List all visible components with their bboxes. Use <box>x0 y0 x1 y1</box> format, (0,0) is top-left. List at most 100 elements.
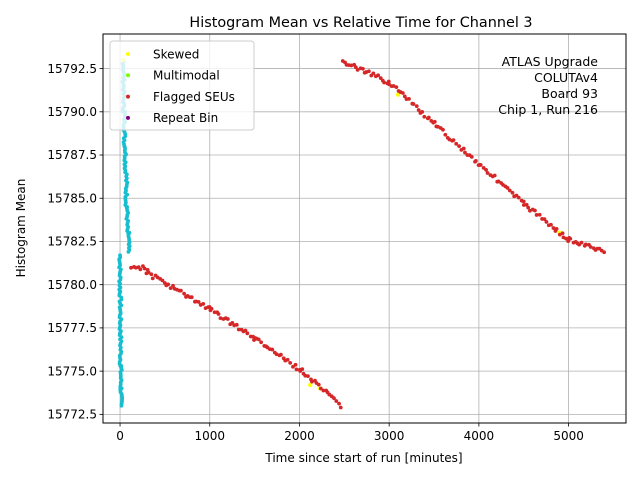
data-point <box>160 278 165 283</box>
data-point <box>579 240 584 245</box>
data-point <box>524 202 529 207</box>
data-point <box>560 231 565 236</box>
data-point <box>602 250 607 255</box>
y-tick-label: 15777.5 <box>47 321 97 335</box>
axes-frame <box>102 33 627 424</box>
data-point <box>441 127 445 132</box>
data-point <box>386 79 391 84</box>
data-point <box>270 347 275 352</box>
data-point <box>288 360 293 365</box>
data-point <box>189 295 194 300</box>
data-point <box>182 291 187 296</box>
data-point <box>378 76 383 81</box>
series-flagged-seus <box>129 59 607 410</box>
data-point <box>394 85 399 90</box>
data-point <box>168 286 173 291</box>
data-point <box>337 401 341 406</box>
y-tick-label: 15775.0 <box>47 364 97 378</box>
plot-area: 0 1000 2000 3000 4000 5000 15772.5 15775.0 15777… <box>47 34 626 443</box>
y-tick-label: 15772.5 <box>47 408 97 422</box>
data-point <box>216 312 221 316</box>
data-point <box>349 63 354 68</box>
data-point <box>510 190 515 195</box>
data-point <box>507 188 512 193</box>
data-point <box>316 382 321 387</box>
data-point <box>285 357 290 362</box>
data-point <box>300 367 305 372</box>
data-point <box>119 403 124 408</box>
data-point <box>534 213 539 217</box>
data-point <box>516 195 521 200</box>
data-point <box>332 396 336 401</box>
x-tick-label: 1000 <box>194 429 225 443</box>
data-point <box>537 212 542 217</box>
annotation-line: ATLAS Upgrade <box>502 54 599 69</box>
x-tick-label: 3000 <box>374 429 405 443</box>
data-point <box>533 208 537 213</box>
data-point <box>236 327 241 332</box>
legend-marker <box>126 52 130 56</box>
data-point <box>461 146 466 151</box>
data-point <box>259 340 264 345</box>
y-tick-label: 15780.0 <box>47 278 97 292</box>
data-point <box>138 267 143 272</box>
data-point <box>420 109 425 114</box>
data-point <box>245 331 250 336</box>
annotation-line: Chip 1, Run 216 <box>498 102 598 117</box>
annotation-block: ATLAS Upgrade COLUTAv4 Board 93 Chip 1, … <box>498 54 598 117</box>
data-point <box>321 388 326 393</box>
data-point <box>454 141 459 146</box>
x-tick-label: 2000 <box>284 429 315 443</box>
data-point <box>274 352 279 357</box>
legend-marker <box>126 94 130 99</box>
data-point <box>310 379 314 384</box>
data-point <box>478 163 483 167</box>
x-axis-label: Time since start of run [minutes] <box>264 451 462 465</box>
data-point <box>334 399 339 403</box>
data-point <box>443 132 448 137</box>
data-point <box>142 266 147 271</box>
data-point <box>457 144 461 149</box>
legend-label: Repeat Bin <box>153 111 218 125</box>
data-point <box>414 104 419 109</box>
data-point <box>129 265 133 270</box>
legend: Skewed Multimodal Flagged SEUs Repeat Bin <box>109 40 255 131</box>
data-point <box>355 67 360 72</box>
data-point <box>484 168 488 172</box>
data-point <box>382 80 387 85</box>
data-point <box>294 367 299 372</box>
data-point <box>178 288 183 293</box>
annotation-line: Board 93 <box>541 86 598 101</box>
data-point <box>583 242 588 247</box>
data-point <box>492 173 497 178</box>
data-point <box>150 276 155 281</box>
y-tick-label: 15790.0 <box>47 105 97 119</box>
data-point <box>422 114 427 119</box>
data-point <box>402 94 407 99</box>
data-point <box>463 150 467 155</box>
data-point <box>256 337 261 342</box>
data-point <box>293 362 298 367</box>
data-point <box>473 158 478 163</box>
y-tick-label: 15785.0 <box>47 191 97 205</box>
data-point <box>407 96 411 101</box>
data-point <box>542 217 547 222</box>
y-tick-label: 15787.5 <box>47 148 97 162</box>
data-point <box>338 405 343 410</box>
data-point <box>554 226 559 231</box>
data-point <box>243 328 248 333</box>
data-point <box>371 71 376 76</box>
data-point <box>400 91 405 95</box>
legend-marker <box>126 115 130 120</box>
data-point <box>149 272 154 277</box>
data-point <box>308 382 313 388</box>
x-tick-label: 5000 <box>553 429 584 443</box>
data-point <box>234 322 239 327</box>
annotation-line: COLUTAv4 <box>534 70 598 85</box>
data-point <box>387 82 391 87</box>
data-point <box>126 249 131 254</box>
data-point <box>279 352 283 357</box>
data-point <box>469 154 474 159</box>
